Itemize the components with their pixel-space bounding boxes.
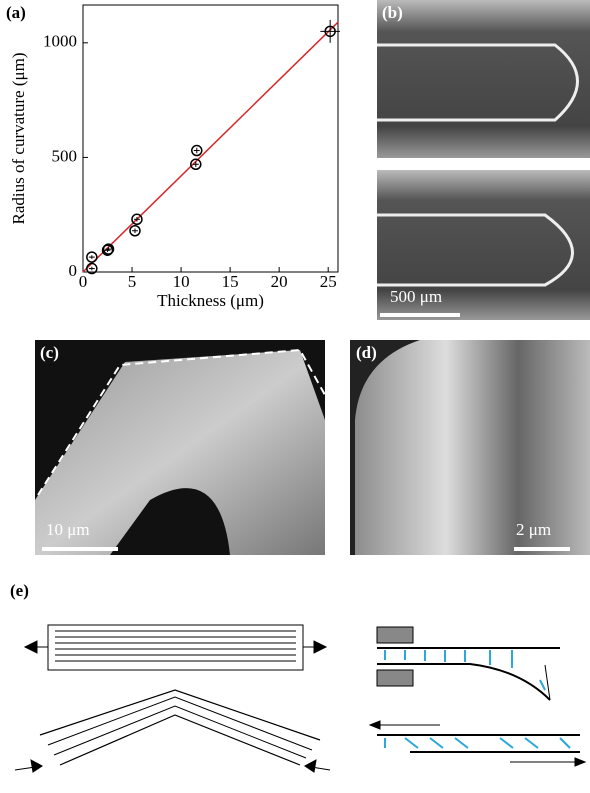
fold-outline: [377, 213, 574, 287]
panel-c: (c) 10 μm: [35, 340, 326, 555]
y-tick-label: 500: [52, 146, 78, 165]
point: [86, 251, 98, 263]
point: [190, 158, 202, 171]
plot-area: 0 5 10 15 20 25 0 500 1000 Thickness (μm) Radius o…: [9, 4, 340, 310]
bent-stack: [39, 689, 321, 741]
point: [131, 213, 143, 226]
sem-image: [377, 170, 590, 320]
point: [324, 25, 336, 38]
panel-b: (b) 500 μm: [377, 0, 590, 320]
layers: [55, 630, 296, 662]
y-axis-label: Radius of curvature (μm): [9, 53, 28, 225]
point: [86, 262, 98, 275]
fit-line: [82, 21, 339, 273]
shadow: [350, 340, 420, 555]
sem-image: [350, 340, 590, 555]
scale-bar-label: 500 μm: [390, 287, 442, 306]
panel-e: (e): [10, 581, 587, 773]
sem-image: [377, 0, 590, 158]
x-tick-label: 25: [320, 272, 337, 291]
y-tick-label: 1000: [43, 32, 77, 51]
x-tick-label: 15: [222, 272, 239, 291]
panel-label: (a): [6, 3, 26, 22]
clamp: [376, 669, 414, 687]
point: [191, 144, 203, 157]
bonds: [384, 650, 571, 749]
sheet-stack: [47, 624, 304, 671]
fold-outline: [377, 43, 579, 122]
y-tick-label: 0: [69, 261, 78, 280]
x-tick-label: 10: [173, 272, 190, 291]
x-axis-label: Thickness (μm): [157, 291, 264, 310]
fold-region: [35, 350, 325, 555]
panel-label: (b): [382, 3, 403, 22]
x-tick-label: 0: [79, 272, 88, 291]
point: [101, 244, 114, 256]
panel-label: (e): [10, 581, 29, 600]
x-tick-label: 5: [128, 272, 137, 291]
x-tick-label: 20: [271, 272, 288, 291]
panel-d: (d) 2 μm: [350, 340, 590, 555]
panel-label: (c): [40, 343, 59, 362]
clamp: [376, 626, 414, 644]
scale-bar-label: 10 μm: [46, 520, 90, 539]
axes-frame: [82, 4, 339, 273]
panel-label: (d): [356, 343, 377, 362]
point: [129, 224, 141, 237]
point: [102, 243, 115, 255]
scale-bar-label: 2 μm: [516, 520, 551, 539]
